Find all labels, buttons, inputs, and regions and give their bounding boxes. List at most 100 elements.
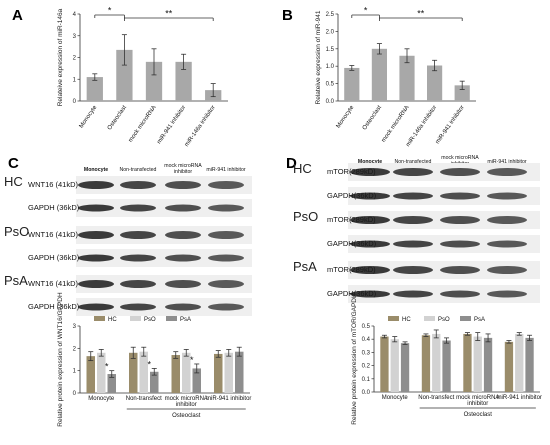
blot-c-lane-label: inhibitor: [174, 169, 192, 175]
chart-c-bar-hc: [86, 356, 95, 393]
blot-c-membrane: [76, 226, 252, 244]
chart-c-sig-star: *: [190, 355, 194, 365]
blot-c-band: [120, 204, 156, 212]
chart-b-x-tick-label: Osteoclast: [362, 104, 383, 131]
chart-c-sig-star: *: [147, 359, 151, 369]
blot-d-band: [393, 168, 433, 176]
chart-a-x-tick-label: Monocyte: [79, 104, 99, 129]
chart-d-y-tick-label: 0.0: [362, 390, 371, 396]
chart-b-x-tick-label: miR-941 inhibitor: [435, 105, 466, 146]
blot-c-band: [208, 280, 244, 288]
blot-d-band: [487, 192, 527, 200]
chart-c-x-tick-label: inhibitor: [176, 402, 197, 408]
chart-d-y-tick-label: 0.5: [362, 324, 371, 330]
chart-c-x-tick-label: Monocyte: [88, 396, 115, 402]
chart-d-y-axis-label: Relative protein expression of mTOR/GAPD…: [351, 293, 358, 425]
chart-a-y-tick-label: 0: [73, 99, 77, 105]
chart-d-x-tick-label: Non-transfect: [418, 395, 454, 401]
chart-b-bar: [371, 48, 387, 101]
chart-c-x-tick-label: Non-transfect: [126, 396, 162, 402]
blot-c-band: [120, 254, 156, 262]
chart-c-bar-psa: [235, 351, 244, 393]
chart-c-x-tick-label: miR-941 inhibitor: [206, 396, 251, 402]
chart-b-sig-label: **: [417, 9, 425, 19]
chart-c-legend-label: PsO: [144, 317, 156, 323]
blot-d-band: [350, 290, 390, 298]
chart-d-bar-psa: [400, 343, 410, 392]
chart-a-y-tick-label: 3: [73, 34, 77, 40]
blot-d-band: [440, 290, 480, 298]
panel-label-d: D: [286, 155, 297, 172]
chart-b-y-tick-label: 0.5: [326, 82, 335, 88]
blot-c-lane-label: Monocyte: [84, 167, 108, 173]
chart-a-y-tick-label: 4: [73, 12, 77, 18]
blot-d-condition-label: PsA: [293, 259, 317, 274]
blot-d-band: [440, 192, 480, 200]
chart-d-bar-psa: [442, 340, 451, 392]
blot-c-band: [208, 231, 244, 239]
chart-b-y-tick-label: 1.0: [326, 64, 335, 70]
chart-d-bar-pso: [432, 333, 441, 392]
chart-a-sig-label: **: [165, 9, 173, 19]
chart-d-y-tick-label: 0.1: [362, 377, 371, 383]
chart-d-x-tick-label: inhibitor: [467, 401, 488, 407]
chart-a-sig-label: *: [108, 6, 112, 16]
chart-b-y-axis-label: Relateive expression of miR-941: [315, 10, 322, 104]
chart-d-legend-swatch: [460, 316, 471, 321]
chart-d-y-tick-label: 0.2: [362, 364, 371, 370]
chart-d-legend-label: HC: [402, 317, 411, 323]
blot-c-membrane: [76, 249, 252, 267]
chart-b-x-tick-label: mock microRNA: [381, 105, 411, 144]
blot-c-band-label: GAPDH (36kD): [28, 302, 80, 311]
blot-d-band: [487, 266, 527, 274]
chart-c-bar-pso: [224, 352, 233, 393]
blot-c-band: [208, 204, 244, 212]
chart-a-bar: [145, 61, 163, 101]
blot-d-band: [487, 168, 527, 176]
blot-c-band: [165, 254, 201, 262]
chart-c-x-tick-label: mock microRNA: [165, 396, 208, 402]
blot-d-band: [393, 240, 433, 248]
blot-c-band: [120, 181, 156, 189]
blot-d-band: [487, 290, 527, 298]
blot-c-band: [78, 204, 114, 212]
blot-d-band: [487, 216, 527, 224]
panel-label-c: C: [8, 155, 19, 172]
blot-c-band: [78, 280, 114, 288]
chart-d-x-tick-label: mock microRNA: [456, 395, 499, 401]
chart-d-bar-pso: [473, 336, 482, 392]
blot-c-band-label: GAPDH (36kD): [28, 203, 80, 212]
chart-c-bar-pso: [97, 352, 106, 393]
chart-c-bar-psa: [150, 371, 159, 393]
chart-a-bar: [86, 77, 103, 101]
blot-d-band: [350, 240, 390, 248]
blot-d-band: [440, 266, 480, 274]
chart-b-x-tick-label: miR-146a inhibitor: [405, 105, 438, 148]
chart-c-y-tick-label: 2: [73, 346, 77, 352]
blot-d-band: [440, 168, 480, 176]
chart-b-bar: [399, 55, 415, 101]
chart-d-group-label: Osteoclast: [464, 412, 493, 418]
chart-c-bar-pso: [182, 352, 191, 393]
chart-b-y-tick-label: 1.5: [326, 47, 335, 53]
blot-c-membrane: [76, 176, 252, 194]
chart-d-y-tick-label: 0.3: [362, 350, 371, 356]
chart-d-bar-pso: [515, 333, 524, 392]
chart-a-x-tick-label: Osteoclast: [107, 104, 128, 131]
chart-c-legend-swatch: [130, 316, 141, 321]
blot-c-membrane: [76, 298, 252, 316]
blot-c-band: [120, 280, 156, 288]
blot-d-band: [487, 240, 527, 248]
chart-d-bar-hc: [504, 341, 514, 392]
blot-c-membrane: [76, 199, 252, 217]
blot-c-band: [165, 303, 201, 311]
chart-d-bar-hc: [463, 333, 472, 392]
chart-a-y-tick-label: 1: [73, 77, 77, 83]
blot-c-band: [120, 231, 156, 239]
chart-c-bar-pso: [139, 351, 148, 393]
chart-c-bar-hc: [129, 352, 138, 393]
chart-b-sig-label: *: [364, 6, 368, 16]
blot-d-band: [393, 192, 433, 200]
